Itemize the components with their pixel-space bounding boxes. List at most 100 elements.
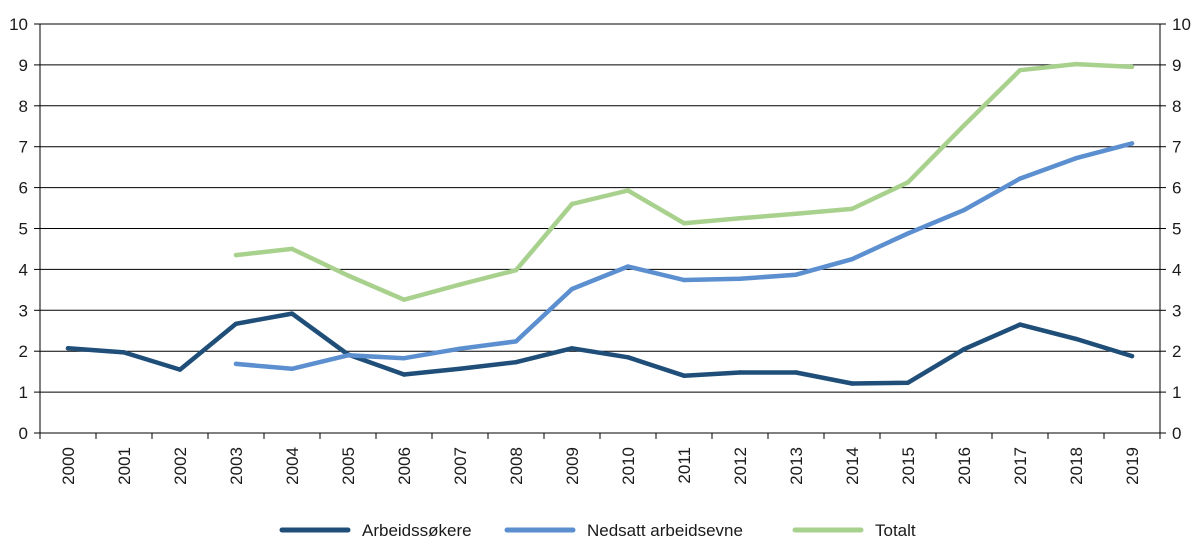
- x-tick-label-2017: 2017: [1011, 447, 1030, 485]
- data-point-2-2012: [737, 216, 743, 221]
- data-point-0-2011: [681, 373, 687, 378]
- x-tick-label-2015: 2015: [899, 447, 918, 485]
- y-right-tick-label-4: 4: [1172, 260, 1181, 279]
- data-point-0-2019: [1129, 353, 1135, 359]
- data-point-2-2008: [513, 268, 519, 273]
- legend-label-0: Arbeidssøkere: [362, 521, 472, 540]
- data-point-0-2001: [121, 350, 127, 355]
- y-left-tick-label-1: 1: [19, 383, 28, 402]
- data-point-2-2016: [961, 123, 967, 128]
- data-point-2-2010: [625, 188, 631, 193]
- y-left-tick-label-2: 2: [19, 342, 28, 361]
- data-point-2-2017: [1017, 68, 1023, 73]
- x-tick-label-2014: 2014: [843, 447, 862, 485]
- y-right-tick-label-2: 2: [1172, 342, 1181, 361]
- x-tick-label-2011: 2011: [675, 447, 694, 484]
- data-point-1-2012: [737, 276, 743, 282]
- data-point-0-2004: [289, 311, 295, 316]
- series-lines: [65, 61, 1135, 386]
- data-point-1-2019: [1129, 141, 1135, 146]
- data-point-1-2010: [625, 264, 631, 269]
- data-point-0-2008: [513, 360, 519, 365]
- y-right-tick-label-7: 7: [1172, 138, 1181, 157]
- data-point-1-2016: [961, 207, 967, 213]
- y-right-tick-label-3: 3: [1172, 301, 1181, 320]
- y-axis-left-ticks: 0 1 2 3 4 5 6 7 8 9 10: [9, 15, 28, 443]
- x-tick-label-2007: 2007: [451, 447, 470, 485]
- y-left-tick-label-10: 10: [9, 15, 28, 34]
- legend: Arbeidssøkere Nedsatt arbeidsevne Totalt: [279, 521, 916, 540]
- data-point-0-2000: [65, 346, 71, 351]
- data-point-0-2013: [793, 370, 799, 375]
- data-point-2-2005: [345, 273, 351, 278]
- y-left-tick-label-8: 8: [19, 97, 28, 116]
- data-point-1-2015: [905, 231, 911, 236]
- data-point-2-2019: [1129, 64, 1135, 70]
- series-line-2: [233, 61, 1135, 302]
- x-tick-label-2009: 2009: [563, 447, 582, 485]
- data-point-0-2006: [401, 372, 407, 377]
- y-right-tick-label-9: 9: [1172, 56, 1181, 75]
- data-point-0-2002: [177, 367, 183, 372]
- x-tick-label-2016: 2016: [955, 447, 974, 485]
- data-point-0-2017: [1017, 322, 1023, 327]
- y-left-tick-label-6: 6: [19, 179, 28, 198]
- y-right-tick-label-6: 6: [1172, 179, 1181, 198]
- y-left-tick-label-4: 4: [19, 260, 28, 279]
- data-point-1-2013: [793, 272, 799, 277]
- x-tick-label-2002: 2002: [171, 447, 190, 485]
- y-left-tick-label-5: 5: [19, 220, 28, 239]
- data-point-0-2009: [569, 346, 575, 351]
- x-tick-label-2013: 2013: [787, 447, 806, 485]
- y-right-tick-label-10: 10: [1172, 15, 1191, 34]
- y-right-tick-label-8: 8: [1172, 97, 1181, 116]
- x-tick-label-2001: 2001: [115, 447, 134, 485]
- x-axis-ticks: 2000 2001 2002 2003 2004 2005 2006 2007 2008 2009…: [59, 447, 1142, 485]
- x-tick-label-2005: 2005: [339, 447, 358, 485]
- data-point-1-2006: [401, 355, 407, 361]
- data-point-2-2009: [569, 201, 575, 207]
- x-tick-label-2010: 2010: [619, 447, 638, 485]
- data-point-1-2009: [569, 286, 575, 292]
- y-left-tick-label-0: 0: [19, 424, 28, 443]
- x-tick-label-2006: 2006: [395, 447, 414, 485]
- data-point-1-2003: [233, 361, 239, 367]
- data-point-0-2015: [905, 380, 911, 385]
- x-tick-label-2000: 2000: [59, 447, 78, 485]
- x-tick-label-2004: 2004: [283, 447, 302, 485]
- x-tick-label-2012: 2012: [731, 447, 750, 485]
- data-point-2-2013: [793, 211, 799, 216]
- y-left-tick-label-7: 7: [19, 138, 28, 157]
- gridlines: [40, 23, 1160, 393]
- y-left-tick-label-3: 3: [19, 301, 28, 320]
- x-tick-label-2018: 2018: [1067, 447, 1086, 485]
- x-tick-label-2019: 2019: [1123, 447, 1142, 485]
- data-point-1-2011: [681, 277, 687, 283]
- data-point-1-2004: [289, 366, 295, 371]
- data-point-1-2014: [849, 256, 855, 262]
- legend-label-2: Totalt: [875, 521, 916, 540]
- data-point-2-2007: [457, 282, 463, 287]
- y-right-tick-label-5: 5: [1172, 220, 1181, 239]
- legend-label-1: Nedsatt arbeidsevne: [587, 521, 743, 540]
- axes: [34, 23, 1166, 439]
- data-point-1-2007: [457, 346, 463, 351]
- y-right-tick-label-1: 1: [1172, 383, 1181, 402]
- data-point-1-2008: [513, 339, 519, 344]
- x-tick-label-2003: 2003: [227, 447, 246, 485]
- series-line-0: [65, 311, 1135, 386]
- data-point-2-2018: [1073, 61, 1079, 67]
- data-point-0-2003: [233, 321, 239, 326]
- data-point-0-2016: [961, 346, 967, 352]
- data-point-1-2017: [1017, 176, 1023, 181]
- data-point-1-2018: [1073, 155, 1079, 161]
- y-axis-right-ticks: 0 1 2 3 4 5 6 7 8 9 10: [1172, 15, 1191, 443]
- data-point-0-2014: [849, 381, 855, 386]
- data-point-2-2006: [401, 297, 407, 302]
- data-point-0-2018: [1073, 336, 1079, 342]
- data-point-2-2015: [905, 180, 911, 185]
- y-right-tick-label-0: 0: [1172, 424, 1181, 443]
- data-point-1-2005: [345, 353, 351, 358]
- data-point-0-2012: [737, 370, 743, 375]
